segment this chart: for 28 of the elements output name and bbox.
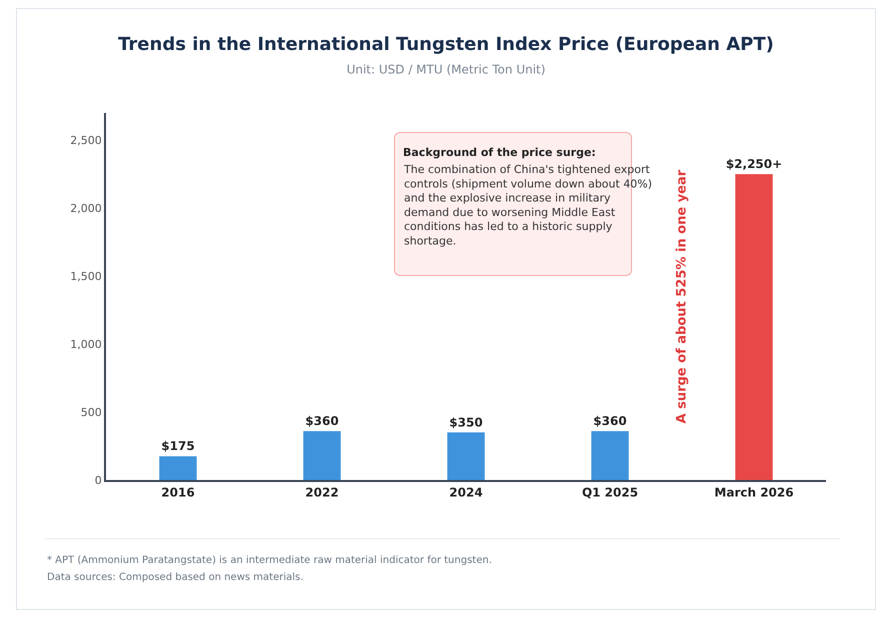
y-tick-label: 2,500 <box>70 134 102 148</box>
x-tick-label: March 2026 <box>714 485 794 500</box>
y-tick-label: 0 <box>94 474 102 487</box>
chart-subtitle: Unit: USD / MTU (Metric Ton Unit) <box>346 62 546 77</box>
bar <box>159 456 197 480</box>
bar <box>303 431 341 480</box>
data-label: $360 <box>593 414 627 428</box>
bar <box>447 432 485 480</box>
text: Data sources: Composed based on news materials. <box>47 572 304 583</box>
annotation: Background of the price surge: <box>403 146 596 159</box>
bar <box>735 174 773 480</box>
annotation: A surge of about 525% in one year <box>674 169 690 424</box>
annotation: The combination of China's tightened export controls (shipment volume down about 40%) and the explosive increase in military demand due to worsening Middle East conditions has led to a historic supply shortage. <box>403 163 652 248</box>
text: * APT (Ammonium Paratangstate) is an intermediate raw material indicator for tungsten. <box>47 555 492 566</box>
data-label: $2,250+ <box>726 157 782 172</box>
x-tick-label: Q1 2025 <box>582 485 638 500</box>
x-tick-label: 2022 <box>305 485 339 500</box>
y-tick-label: 500 <box>80 406 102 419</box>
chart-title: Trends in the International Tungsten Index Price (European APT) <box>118 34 774 56</box>
y-tick-label: 1,500 <box>70 270 102 283</box>
x-tick-label: 2024 <box>449 485 483 500</box>
bar <box>591 431 629 480</box>
data-label: $360 <box>305 414 339 428</box>
y-tick-label: 1,000 <box>70 338 102 351</box>
x-tick-label: 2016 <box>161 485 195 500</box>
data-label: $175 <box>161 439 195 454</box>
data-label: $350 <box>449 415 483 430</box>
y-tick-label: 2,000 <box>70 202 102 215</box>
